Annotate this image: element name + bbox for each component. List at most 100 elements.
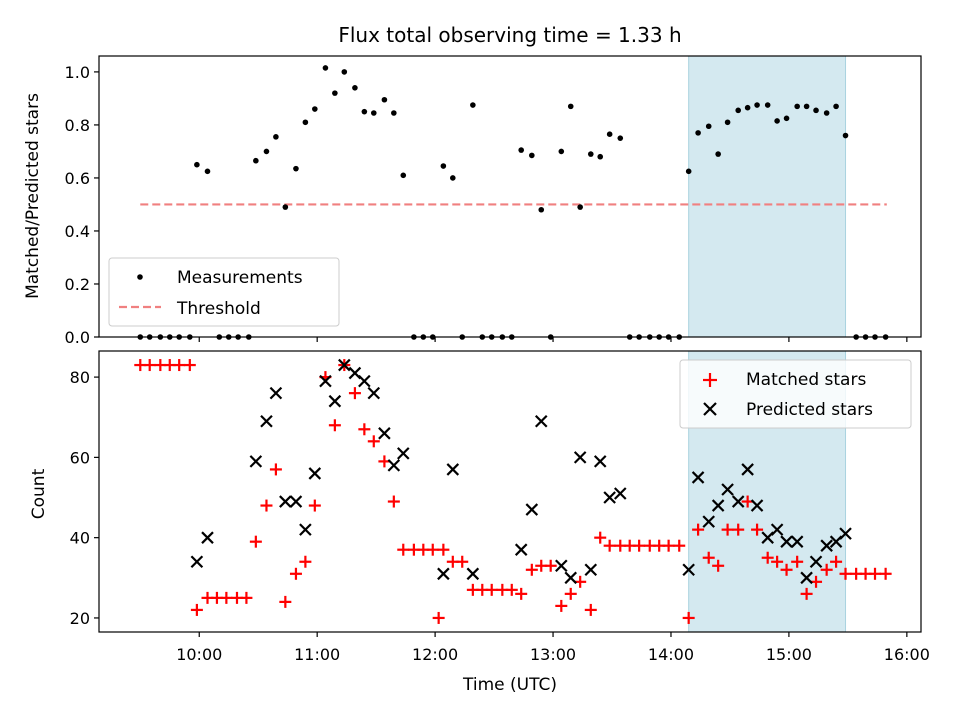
matched-star-point xyxy=(780,563,793,576)
measurement-point xyxy=(352,85,358,91)
matched-star-point xyxy=(544,559,557,572)
measurement-point xyxy=(440,163,447,169)
x-tick-label: 14:00 xyxy=(648,645,694,664)
measurement-point xyxy=(400,172,407,179)
predicted-star-point xyxy=(731,495,745,508)
predicted-star-point xyxy=(387,459,401,472)
matched-star-point xyxy=(358,423,371,436)
bottom-legend: Matched stars Predicted stars xyxy=(679,359,912,429)
matched-star-point xyxy=(564,587,577,600)
matched-star-point xyxy=(839,567,852,580)
y-tick-label: 0.0 xyxy=(65,328,90,347)
predicted-star-point xyxy=(790,535,804,548)
matched-star-point xyxy=(830,555,843,568)
matched-star-point xyxy=(594,531,607,544)
measurement-point xyxy=(783,115,790,122)
matched-star-point xyxy=(820,563,833,576)
measurement-point xyxy=(518,147,525,153)
measurement-point xyxy=(470,102,476,108)
predicted-star-point xyxy=(750,499,764,512)
matched-star-point xyxy=(240,591,253,604)
predicted-star-point xyxy=(770,523,784,536)
predicted-star-point xyxy=(446,463,460,476)
matched-star-point xyxy=(879,567,892,580)
matched-star-point xyxy=(183,359,196,372)
predicted-star-point xyxy=(260,414,273,428)
predicted-star-point xyxy=(682,563,695,577)
matched-star-point xyxy=(289,567,302,580)
predicted-star-point xyxy=(721,483,734,496)
y-tick-label: 0.6 xyxy=(65,169,90,188)
predicted-star-point xyxy=(593,455,607,468)
matched-star-point xyxy=(456,555,469,568)
measurement-point xyxy=(833,103,839,110)
x-tick-label: 10:00 xyxy=(176,645,222,664)
y-tick-label: 20 xyxy=(70,609,90,628)
y-tick-label: 0.8 xyxy=(65,116,90,135)
measurement-point xyxy=(293,165,299,172)
y-tick-label: 80 xyxy=(70,368,90,387)
x-tick-label: 11:00 xyxy=(294,645,340,664)
matched-star-point xyxy=(692,523,705,536)
matched-star-point xyxy=(348,387,361,400)
measurement-point xyxy=(567,103,574,110)
measurement-point xyxy=(803,103,810,110)
measurement-point xyxy=(332,90,338,96)
top-legend-box xyxy=(108,257,340,327)
predicted-star-point xyxy=(201,531,214,544)
predicted-star-point xyxy=(555,559,568,573)
matched-star-point xyxy=(603,539,616,552)
matched-star-point xyxy=(702,551,715,564)
matched-star-point xyxy=(269,463,282,476)
matched-star-point xyxy=(249,535,262,548)
predicted-star-point xyxy=(308,467,322,480)
measurement-point xyxy=(606,131,613,138)
x-tick-label: 16:00 xyxy=(884,645,930,664)
axes-frame xyxy=(98,55,922,338)
predicted-star-point xyxy=(613,487,627,500)
predicted-star-point xyxy=(564,571,578,585)
axes-frame xyxy=(98,350,922,633)
matched-star-point xyxy=(397,543,410,556)
matched-star-point xyxy=(279,595,292,608)
predicted-star-point xyxy=(289,495,303,508)
predicted-star-point xyxy=(780,535,793,548)
matched-star-point xyxy=(432,611,445,624)
predicted-star-point xyxy=(584,563,598,577)
measurement-point xyxy=(813,107,819,114)
predicted-star-point xyxy=(249,455,263,468)
predicted-star-point xyxy=(514,543,528,556)
matched-star-point xyxy=(869,567,882,580)
y-tick-label: 0.2 xyxy=(65,275,90,294)
measurement-point xyxy=(774,118,780,124)
matched-star-point xyxy=(584,603,597,616)
bottom-panel: 20 40 60 80 10:00 11:00 12:00 13:00 14:00 15:00 16… xyxy=(29,350,930,695)
matched-star-point xyxy=(771,555,784,568)
measurement-point xyxy=(823,110,830,116)
predicted-star-point xyxy=(358,374,371,388)
measurement-point xyxy=(391,110,397,116)
predicted-star-point xyxy=(319,374,332,388)
predicted-star-point xyxy=(525,503,539,516)
legend-matched-marker xyxy=(703,373,717,387)
top-panel: Flux total observing time = 1.33 h 0.00.… xyxy=(23,23,922,347)
measurement-point xyxy=(302,119,309,126)
measurement-point xyxy=(764,102,771,108)
predicted-star-point xyxy=(279,495,292,508)
measurement-point xyxy=(341,69,348,75)
matched-star-point xyxy=(260,499,273,512)
matched-star-point xyxy=(673,539,686,552)
measurement-point xyxy=(263,148,270,155)
predicted-star-point xyxy=(378,427,391,440)
matched-star-point xyxy=(721,523,734,536)
measurement-point xyxy=(685,168,692,175)
matched-star-point xyxy=(633,539,646,552)
measurement-point xyxy=(705,123,712,130)
predicted-star-point xyxy=(702,515,715,528)
measurement-point xyxy=(617,135,624,141)
predicted-star-point xyxy=(603,491,616,504)
matched-star-point xyxy=(299,555,312,568)
matched-star-point xyxy=(555,599,568,612)
predicted-star-point xyxy=(839,527,852,540)
